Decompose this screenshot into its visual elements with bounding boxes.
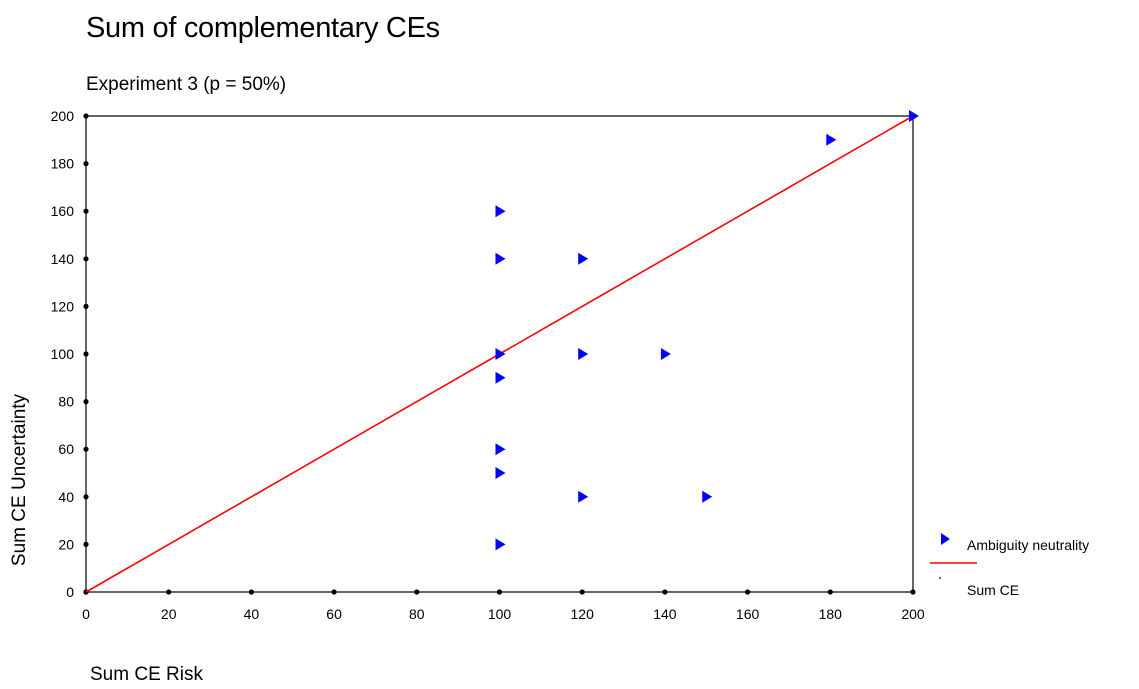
data-point [578, 491, 588, 503]
legend-marker-ambiguity [941, 533, 950, 545]
x-tick-mark [580, 589, 585, 594]
data-point [661, 348, 671, 360]
x-tick-mark [166, 589, 171, 594]
y-tick-label: 80 [58, 394, 74, 410]
data-point [578, 253, 588, 265]
y-tick-label: 100 [51, 346, 75, 362]
y-tick-label: 0 [66, 584, 74, 600]
x-tick-label: 100 [488, 606, 512, 622]
x-tick-label: 60 [326, 606, 342, 622]
x-tick-mark [497, 589, 502, 594]
data-point [702, 491, 712, 503]
x-tick-label: 80 [409, 606, 425, 622]
y-tick-mark [83, 209, 88, 214]
data-point [496, 467, 506, 479]
data-point [496, 372, 506, 384]
y-tick-mark [83, 256, 88, 261]
x-tick-label: 200 [901, 606, 925, 622]
y-tick-mark [83, 304, 88, 309]
x-tick-mark [249, 589, 254, 594]
x-tick-label: 160 [736, 606, 760, 622]
y-tick-label: 40 [58, 489, 74, 505]
y-tick-label: 180 [51, 156, 75, 172]
legend-label-sum-ce: Sum CE [967, 582, 1019, 598]
x-tick-mark [910, 589, 915, 594]
y-tick-mark [83, 399, 88, 404]
data-point [578, 348, 588, 360]
x-tick-label: 180 [819, 606, 843, 622]
data-point [496, 253, 506, 265]
x-tick-mark [662, 589, 667, 594]
y-tick-label: 140 [51, 251, 75, 267]
x-tick-mark [332, 589, 337, 594]
data-point [496, 348, 506, 360]
y-tick-mark [83, 161, 88, 166]
y-tick-label: 20 [58, 536, 74, 552]
y-tick-label: 200 [51, 108, 75, 124]
x-tick-mark [745, 589, 750, 594]
data-point [496, 443, 506, 455]
y-tick-label: 60 [58, 441, 74, 457]
x-tick-label: 120 [571, 606, 595, 622]
x-tick-label: 40 [244, 606, 260, 622]
x-tick-mark [414, 589, 419, 594]
y-tick-label: 160 [51, 203, 75, 219]
data-point [909, 110, 919, 122]
y-tick-mark [83, 351, 88, 356]
x-tick-mark [828, 589, 833, 594]
y-tick-mark [83, 447, 88, 452]
x-tick-label: 140 [653, 606, 677, 622]
data-point [826, 134, 836, 146]
x-tick-label: 0 [82, 606, 90, 622]
legend-label-ambiguity: Ambiguity neutrality [967, 537, 1089, 553]
y-tick-mark [83, 494, 88, 499]
y-tick-mark [83, 113, 88, 118]
data-point [496, 538, 506, 550]
y-tick-mark [83, 542, 88, 547]
x-tick-label: 20 [161, 606, 177, 622]
y-tick-label: 120 [51, 298, 75, 314]
data-point [496, 205, 506, 217]
legend-dot-sum-ce [939, 577, 941, 579]
